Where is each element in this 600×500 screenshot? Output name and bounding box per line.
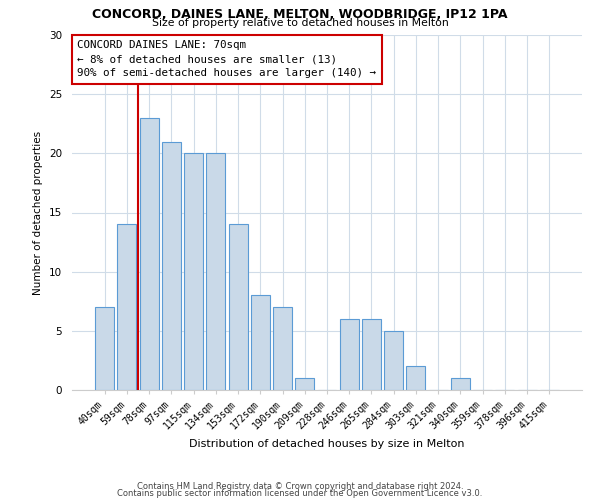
- Bar: [118, 224, 136, 390]
- Bar: [273, 307, 292, 390]
- Bar: [362, 319, 381, 390]
- Bar: [251, 296, 270, 390]
- Bar: [162, 142, 181, 390]
- Text: Size of property relative to detached houses in Melton: Size of property relative to detached ho…: [152, 18, 448, 28]
- Bar: [95, 307, 114, 390]
- Text: CONCORD, DAINES LANE, MELTON, WOODBRIDGE, IP12 1PA: CONCORD, DAINES LANE, MELTON, WOODBRIDGE…: [92, 8, 508, 20]
- Text: Contains HM Land Registry data © Crown copyright and database right 2024.: Contains HM Land Registry data © Crown c…: [137, 482, 463, 491]
- Bar: [406, 366, 425, 390]
- Y-axis label: Number of detached properties: Number of detached properties: [34, 130, 43, 294]
- Bar: [140, 118, 158, 390]
- Bar: [340, 319, 359, 390]
- Bar: [184, 154, 203, 390]
- X-axis label: Distribution of detached houses by size in Melton: Distribution of detached houses by size …: [189, 440, 465, 450]
- Text: CONCORD DAINES LANE: 70sqm
← 8% of detached houses are smaller (13)
90% of semi-: CONCORD DAINES LANE: 70sqm ← 8% of detac…: [77, 40, 376, 78]
- Bar: [295, 378, 314, 390]
- Bar: [229, 224, 248, 390]
- Bar: [206, 154, 225, 390]
- Text: Contains public sector information licensed under the Open Government Licence v3: Contains public sector information licen…: [118, 488, 482, 498]
- Bar: [451, 378, 470, 390]
- Bar: [384, 331, 403, 390]
